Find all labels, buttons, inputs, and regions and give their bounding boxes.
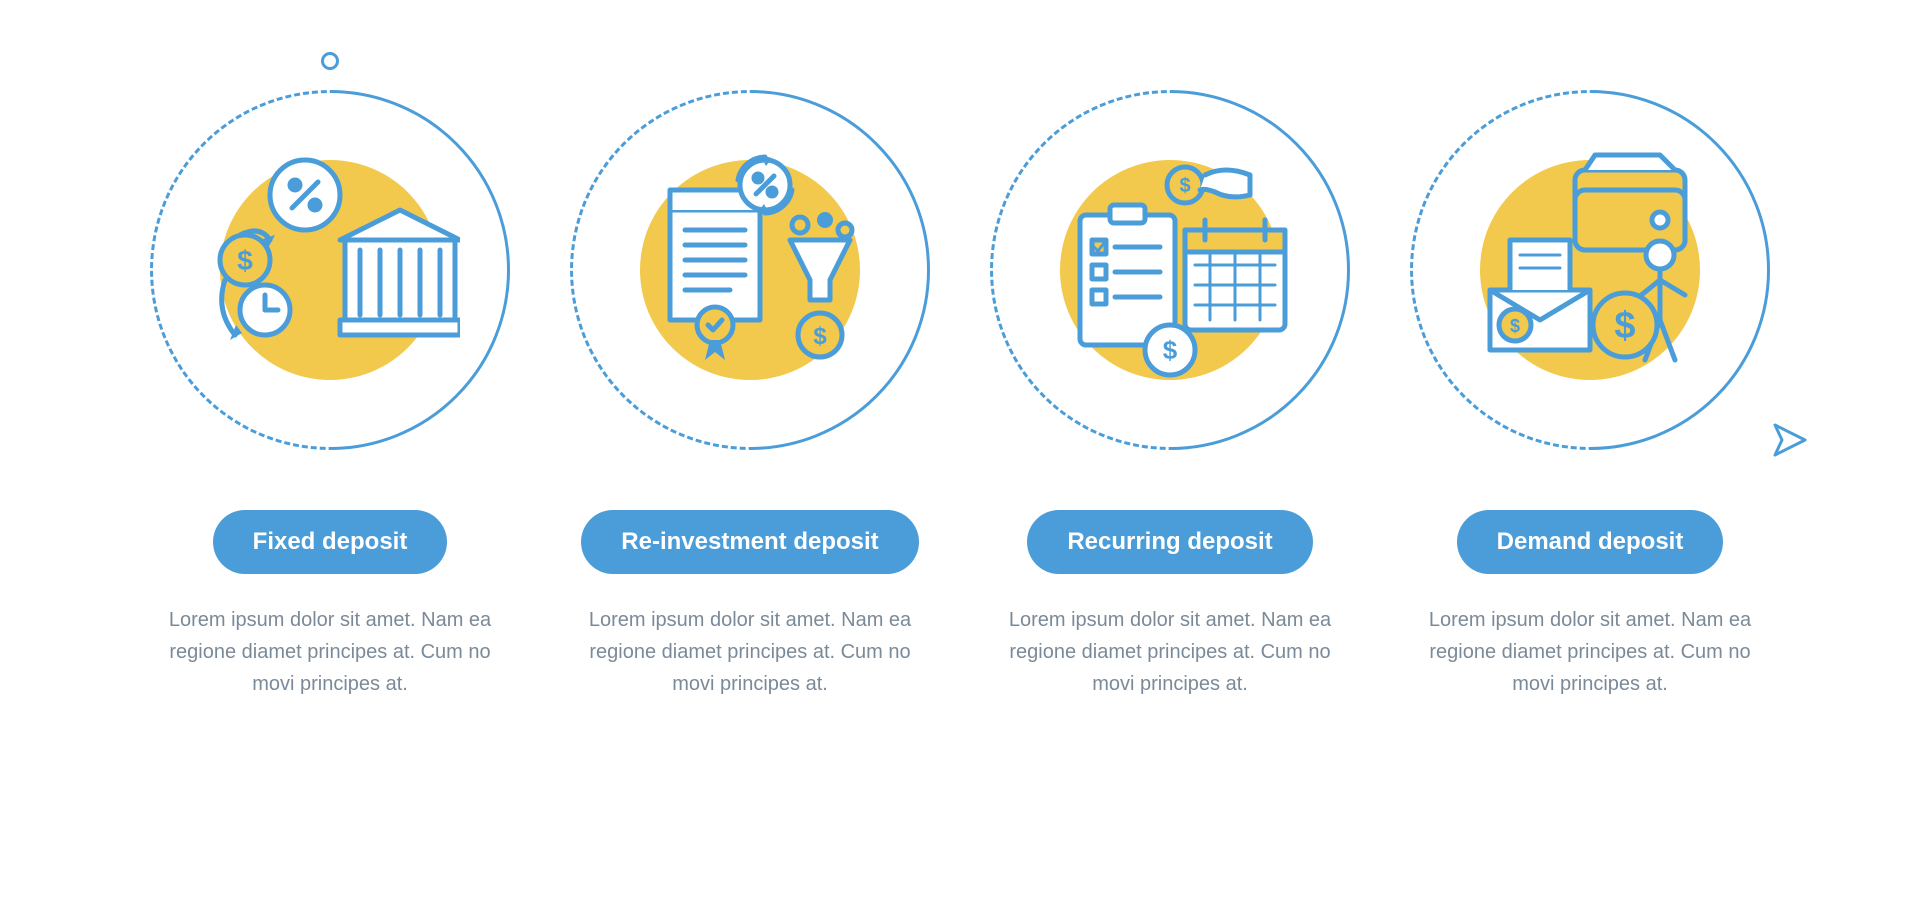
title-pill: Re-investment deposit xyxy=(581,510,918,574)
start-dot-icon xyxy=(321,52,339,70)
description-text: Lorem ipsum dolor sit amet. Nam ea regio… xyxy=(570,604,930,700)
svg-text:$: $ xyxy=(1614,305,1635,347)
circle-item-2: $ xyxy=(540,60,960,480)
description-text: Lorem ipsum dolor sit amet. Nam ea regio… xyxy=(1410,604,1770,700)
recurring-deposit-icon: $ $ xyxy=(1040,140,1300,400)
circle-item-4: $ $ xyxy=(1380,60,1800,480)
title-pill: Fixed deposit xyxy=(213,510,448,574)
circles-row: $ xyxy=(120,60,1800,480)
labels-row: Fixed deposit Lorem ipsum dolor sit amet… xyxy=(120,510,1800,700)
label-item-3: Recurring deposit Lorem ipsum dolor sit … xyxy=(960,510,1380,700)
svg-text:$: $ xyxy=(813,323,827,350)
label-item-4: Demand deposit Lorem ipsum dolor sit ame… xyxy=(1380,510,1800,700)
fixed-deposit-icon: $ xyxy=(200,140,460,400)
svg-text:$: $ xyxy=(237,245,253,276)
reinvestment-deposit-icon: $ xyxy=(620,140,880,400)
circle-item-3: $ $ xyxy=(960,60,1380,480)
title-pill: Recurring deposit xyxy=(1027,510,1312,574)
title-pill: Demand deposit xyxy=(1457,510,1724,574)
circle-item-1: $ xyxy=(120,60,540,480)
label-item-2: Re-investment deposit Lorem ipsum dolor … xyxy=(540,510,960,700)
svg-text:$: $ xyxy=(1179,175,1190,197)
svg-text:$: $ xyxy=(1510,316,1520,336)
label-item-1: Fixed deposit Lorem ipsum dolor sit amet… xyxy=(120,510,540,700)
description-text: Lorem ipsum dolor sit amet. Nam ea regio… xyxy=(150,604,510,700)
description-text: Lorem ipsum dolor sit amet. Nam ea regio… xyxy=(990,604,1350,700)
demand-deposit-icon: $ $ xyxy=(1460,140,1720,400)
end-arrow-icon xyxy=(1770,420,1810,460)
infographic-container: $ xyxy=(0,0,1920,906)
svg-text:$: $ xyxy=(1163,335,1178,365)
